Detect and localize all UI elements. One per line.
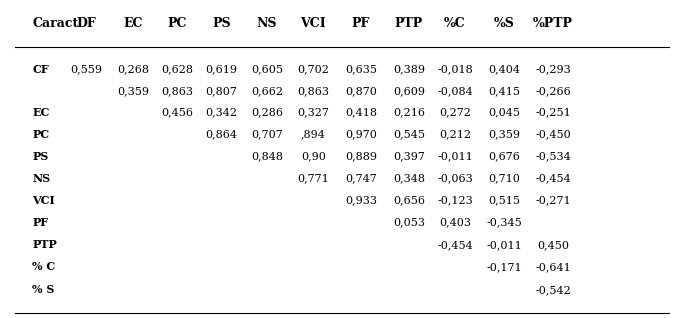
- Text: 0,359: 0,359: [488, 129, 520, 139]
- Text: 0,359: 0,359: [117, 86, 149, 96]
- Text: PC: PC: [168, 17, 187, 30]
- Text: 0,403: 0,403: [439, 218, 471, 228]
- Text: -0,345: -0,345: [486, 218, 522, 228]
- Text: EC: EC: [32, 107, 49, 118]
- Text: -0,454: -0,454: [437, 240, 473, 250]
- Text: DF: DF: [77, 17, 96, 30]
- Text: 0,870: 0,870: [345, 86, 377, 96]
- Text: EC: EC: [123, 17, 143, 30]
- Text: -0,542: -0,542: [536, 285, 571, 295]
- Text: -0,063: -0,063: [437, 174, 473, 183]
- Text: -0,450: -0,450: [536, 129, 571, 139]
- Text: PF: PF: [32, 217, 48, 228]
- Text: -0,018: -0,018: [437, 64, 473, 74]
- Text: 0,272: 0,272: [439, 107, 471, 117]
- Text: 0,848: 0,848: [251, 151, 283, 162]
- Text: 0,889: 0,889: [345, 151, 377, 162]
- Text: 0,216: 0,216: [393, 107, 425, 117]
- Text: 0,970: 0,970: [345, 129, 377, 139]
- Text: 0,628: 0,628: [161, 64, 193, 74]
- Text: %PTP: %PTP: [534, 17, 573, 30]
- Text: 0,053: 0,053: [393, 218, 425, 228]
- Text: 0,863: 0,863: [298, 86, 330, 96]
- Text: 0,515: 0,515: [488, 196, 520, 206]
- Text: 0,702: 0,702: [298, 64, 329, 74]
- Text: -0,641: -0,641: [536, 262, 571, 272]
- Text: -0,266: -0,266: [536, 86, 571, 96]
- Text: -0,293: -0,293: [536, 64, 571, 74]
- Text: PS: PS: [32, 151, 49, 162]
- Text: 0,771: 0,771: [298, 174, 329, 183]
- Text: -0,251: -0,251: [536, 107, 571, 117]
- Text: VCI: VCI: [300, 17, 326, 30]
- Text: Caract: Caract: [32, 17, 78, 30]
- Text: 0,635: 0,635: [345, 64, 377, 74]
- Text: 0,045: 0,045: [488, 107, 520, 117]
- Text: 0,456: 0,456: [161, 107, 193, 117]
- Text: 0,676: 0,676: [488, 151, 520, 162]
- Text: 0,933: 0,933: [345, 196, 377, 206]
- Text: 0,418: 0,418: [345, 107, 377, 117]
- Text: 0,864: 0,864: [205, 129, 237, 139]
- Text: 0,747: 0,747: [345, 174, 377, 183]
- Text: 0,605: 0,605: [251, 64, 283, 74]
- Text: 0,389: 0,389: [393, 64, 425, 74]
- Text: 0,415: 0,415: [488, 86, 520, 96]
- Text: 0,807: 0,807: [205, 86, 237, 96]
- Text: 0,863: 0,863: [161, 86, 193, 96]
- Text: 0,662: 0,662: [251, 86, 283, 96]
- Text: %C: %C: [444, 17, 466, 30]
- Text: 0,268: 0,268: [117, 64, 149, 74]
- Text: ,894: ,894: [301, 129, 326, 139]
- Text: -0,123: -0,123: [437, 196, 473, 206]
- Text: PC: PC: [32, 129, 49, 140]
- Text: PTP: PTP: [32, 239, 57, 250]
- Text: 0,545: 0,545: [393, 129, 425, 139]
- Text: 0,450: 0,450: [537, 240, 569, 250]
- Text: -0,171: -0,171: [486, 262, 522, 272]
- Text: % S: % S: [32, 284, 55, 295]
- Text: PF: PF: [352, 17, 370, 30]
- Text: 0,404: 0,404: [488, 64, 520, 74]
- Text: %S: %S: [494, 17, 514, 30]
- Text: -0,011: -0,011: [437, 151, 473, 162]
- Text: 0,707: 0,707: [251, 129, 283, 139]
- Text: 0,286: 0,286: [251, 107, 283, 117]
- Text: % C: % C: [32, 261, 55, 272]
- Text: 0,559: 0,559: [70, 64, 103, 74]
- Text: PTP: PTP: [395, 17, 423, 30]
- Text: 0,710: 0,710: [488, 174, 520, 183]
- Text: -0,534: -0,534: [536, 151, 571, 162]
- Text: -0,454: -0,454: [536, 174, 571, 183]
- Text: 0,609: 0,609: [393, 86, 425, 96]
- Text: VCI: VCI: [32, 195, 55, 206]
- Text: 0,397: 0,397: [393, 151, 425, 162]
- Text: 0,327: 0,327: [298, 107, 329, 117]
- Text: 0,348: 0,348: [393, 174, 425, 183]
- Text: -0,084: -0,084: [437, 86, 473, 96]
- Text: CF: CF: [32, 64, 49, 75]
- Text: 0,212: 0,212: [439, 129, 471, 139]
- Text: 0,619: 0,619: [205, 64, 237, 74]
- Text: NS: NS: [256, 17, 277, 30]
- Text: 0,342: 0,342: [205, 107, 237, 117]
- Text: -0,011: -0,011: [486, 240, 522, 250]
- Text: 0,656: 0,656: [393, 196, 425, 206]
- Text: 0,90: 0,90: [301, 151, 326, 162]
- Text: -0,271: -0,271: [536, 196, 571, 206]
- Text: NS: NS: [32, 173, 50, 184]
- Text: PS: PS: [212, 17, 231, 30]
